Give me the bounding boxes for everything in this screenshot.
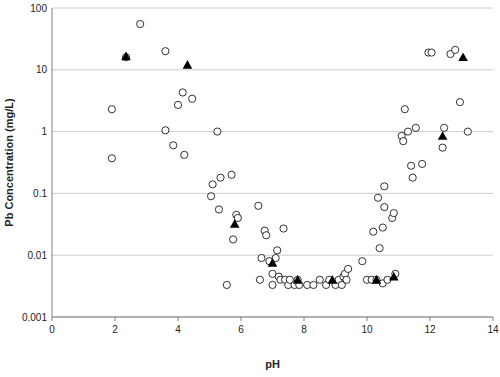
triangle-point: [389, 272, 399, 281]
x-tick: [52, 317, 53, 321]
triangle-point: [121, 52, 131, 61]
circle-point: [310, 281, 317, 288]
circle-point: [464, 128, 471, 135]
x-tick: [241, 317, 242, 321]
x-tick: [493, 317, 494, 321]
circle-point: [379, 224, 386, 231]
circle-point: [390, 209, 397, 216]
x-tick-label: 12: [424, 324, 436, 335]
circle-point: [179, 89, 186, 96]
triangle-point: [328, 275, 338, 284]
x-tick-label: 8: [301, 324, 307, 335]
triangle-point: [372, 275, 382, 284]
circle-point: [108, 106, 115, 113]
circle-point: [256, 276, 263, 283]
circle-point: [408, 162, 415, 169]
circle-point: [400, 138, 407, 145]
y-axis: [52, 8, 53, 317]
x-tick-label: 10: [361, 324, 373, 335]
circle-point: [345, 265, 352, 272]
chart: 0.001 0.01 0.1 1 10 100 0 2 4 6 8 10 12 14 pH Pb Concen…: [0, 0, 500, 377]
x-axis-label: pH: [265, 358, 280, 370]
circle-point: [316, 276, 323, 283]
circle-point: [452, 46, 459, 53]
grid-line: [52, 69, 493, 70]
circle-point: [409, 174, 416, 181]
x-tick: [367, 317, 368, 321]
y-axis-label: Pb Concentration (mg/L): [3, 98, 15, 227]
circle-point: [359, 258, 366, 265]
y-tick-label: 0.001: [22, 312, 47, 323]
triangle-point: [458, 52, 468, 61]
circle-point: [214, 128, 221, 135]
x-tick-label: 6: [238, 324, 244, 335]
circle-point: [439, 144, 446, 151]
triangle-point: [183, 60, 193, 69]
y-tick-label: 100: [30, 3, 47, 14]
circle-point: [217, 174, 224, 181]
circle-point: [215, 206, 222, 213]
points: [108, 20, 471, 288]
grid-line: [52, 193, 493, 194]
grid-line: [52, 255, 493, 256]
circle-point: [269, 281, 276, 288]
circle-point: [189, 95, 196, 102]
circle-point: [370, 228, 377, 235]
x-tick: [430, 317, 431, 321]
y-tick-label: 10: [36, 64, 48, 75]
circle-point: [381, 204, 388, 211]
circle-point: [181, 151, 188, 158]
triangle-point: [293, 275, 303, 284]
circle-point: [162, 127, 169, 134]
x-tick: [178, 317, 179, 321]
x-tick-label: 14: [487, 324, 499, 335]
circle-point: [230, 236, 237, 243]
y-tick-label: 0.01: [28, 250, 48, 261]
triangle-point: [268, 258, 278, 267]
x-tick-label: 4: [175, 324, 181, 335]
circle-point: [137, 20, 144, 27]
y-tick-label: 1: [41, 126, 47, 137]
circle-point: [343, 276, 350, 283]
circle-point: [174, 101, 181, 108]
circle-point: [381, 183, 388, 190]
x-tick-label: 0: [49, 324, 55, 335]
circle-point: [263, 232, 270, 239]
circle-point: [255, 202, 262, 209]
circle-point: [108, 155, 115, 162]
x-tick: [304, 317, 305, 321]
x-tick-label: 2: [112, 324, 118, 335]
x-tick: [115, 317, 116, 321]
circle-point: [258, 254, 265, 261]
circle-point: [401, 106, 408, 113]
x-axis: [52, 317, 493, 318]
circle-point: [419, 160, 426, 167]
circle-point: [280, 225, 287, 232]
circle-point: [274, 247, 281, 254]
grid-line: [52, 131, 493, 132]
circle-point: [170, 142, 177, 149]
grid-line: [52, 317, 493, 318]
circle-point: [207, 193, 214, 200]
circle-point: [428, 49, 435, 56]
triangle-point: [438, 131, 448, 140]
circle-point: [404, 128, 411, 135]
circle-point: [162, 48, 169, 55]
grid-line: [52, 8, 493, 9]
circle-point: [456, 99, 463, 106]
triangle-point: [230, 219, 240, 228]
circle-point: [412, 124, 419, 131]
circle-point: [441, 124, 448, 131]
circle-point: [376, 245, 383, 252]
y-tick-label: 0.1: [33, 188, 47, 199]
circle-point: [374, 194, 381, 201]
circle-point: [228, 171, 235, 178]
circle-point: [223, 281, 230, 288]
circle-point: [209, 181, 216, 188]
